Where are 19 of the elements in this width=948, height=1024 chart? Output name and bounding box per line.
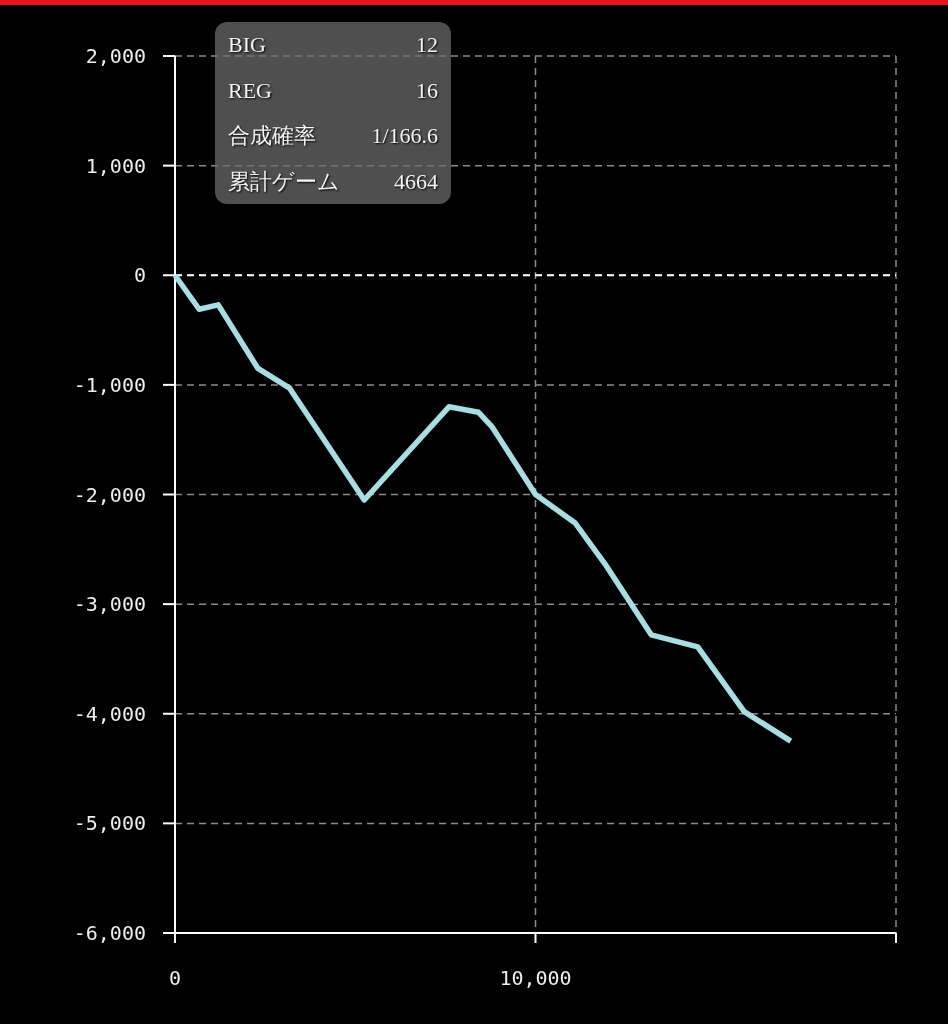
x-tick-label: 0 bbox=[169, 966, 181, 990]
y-tick-label: -1,000 bbox=[73, 372, 146, 397]
y-tick-label: -3,000 bbox=[73, 592, 146, 617]
y-tick-label: 1,000 bbox=[85, 153, 146, 178]
annotation: 16 bbox=[416, 77, 438, 103]
x-tick-label: 10,000 bbox=[499, 966, 572, 990]
annotation: 1/166.6 bbox=[371, 123, 438, 148]
annotation: REG bbox=[228, 77, 273, 103]
y-tick-label: 2,000 bbox=[85, 44, 146, 68]
annotation: 累計ゲーム bbox=[228, 168, 340, 194]
y-tick-label: -2,000 bbox=[73, 482, 146, 507]
annotation: BIG bbox=[228, 32, 266, 57]
y-tick-label: -4,000 bbox=[73, 701, 146, 726]
y-tick-label: 0 bbox=[133, 263, 146, 288]
y-tick-label: -5,000 bbox=[73, 811, 146, 836]
y-tick-label: -6,000 bbox=[73, 921, 146, 945]
annotation: 合成確率 bbox=[228, 123, 316, 148]
annotation: 4664 bbox=[394, 168, 438, 194]
annotation: 12 bbox=[416, 32, 438, 57]
